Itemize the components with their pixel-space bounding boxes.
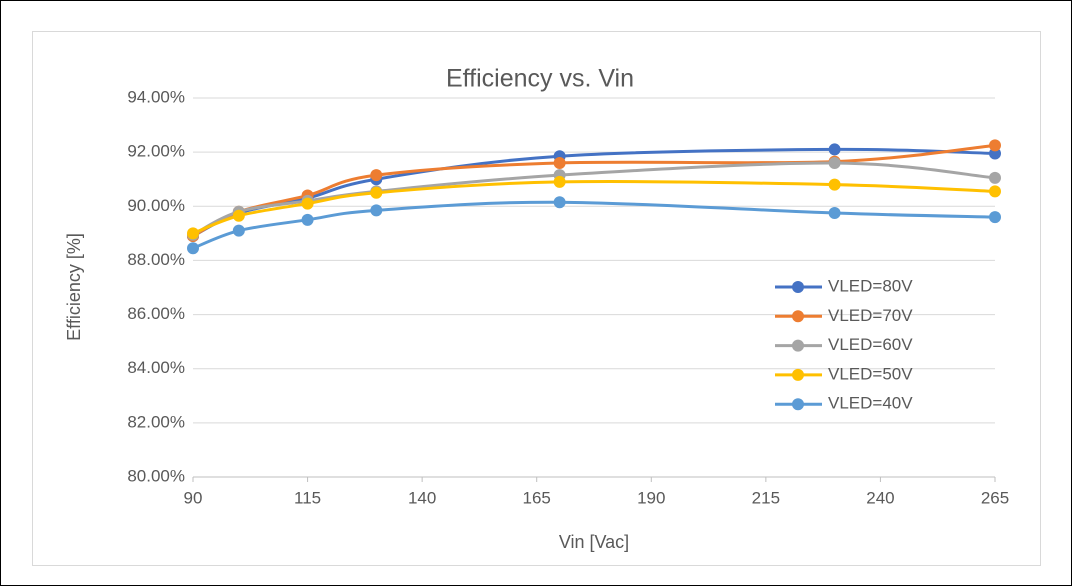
x-tick-label: 115: [294, 488, 321, 507]
point: [370, 204, 383, 217]
x-tick-label: 240: [866, 488, 894, 507]
chart-title: Efficiency vs. Vin: [446, 65, 634, 93]
point: [187, 242, 199, 255]
x-tick-label: 215: [752, 488, 780, 507]
legend-marker: [792, 281, 804, 293]
legend-marker: [792, 339, 804, 352]
point: [370, 186, 383, 199]
x-tick-label: 165: [523, 488, 551, 507]
y-tick-label: 82.00%: [127, 412, 185, 431]
legend-label: VLED=40V: [828, 394, 913, 413]
point: [553, 156, 566, 169]
x-tick-label: 265: [981, 488, 1009, 507]
legend-marker: [792, 368, 804, 381]
point: [232, 224, 245, 237]
point: [370, 169, 383, 182]
point: [989, 185, 1001, 198]
y-tick-label: 86.00%: [127, 304, 185, 323]
legend-label: VLED=60V: [828, 335, 913, 354]
y-tick-label: 88.00%: [127, 250, 185, 269]
point: [828, 156, 841, 169]
point: [301, 197, 314, 210]
x-tick-label: 90: [184, 488, 203, 507]
y-tick-label: 92.00%: [127, 142, 185, 161]
point: [828, 143, 841, 156]
legend-label: VLED=50V: [828, 364, 913, 383]
x-axis-label: Vin [Vac]: [559, 532, 629, 552]
legend-marker: [792, 310, 804, 323]
x-tick-label: 140: [408, 488, 436, 507]
point: [301, 213, 314, 226]
legend-marker: [792, 398, 804, 411]
y-axis-label: Efficiency [%]: [64, 233, 84, 341]
y-tick-label: 84.00%: [127, 358, 185, 377]
point: [187, 227, 199, 240]
point: [553, 196, 566, 209]
y-tick-label: 90.00%: [127, 196, 185, 215]
point: [989, 139, 1001, 152]
x-tick-label: 190: [637, 488, 665, 507]
legend-label: VLED=70V: [828, 306, 913, 325]
point: [553, 175, 566, 188]
legend-label: VLED=80V: [828, 276, 913, 295]
y-tick-label: 80.00%: [127, 466, 185, 485]
point: [989, 171, 1001, 184]
point: [828, 207, 841, 220]
point: [232, 209, 245, 222]
y-tick-label: 94.00%: [127, 87, 185, 106]
point: [989, 211, 1001, 224]
point: [828, 178, 841, 191]
